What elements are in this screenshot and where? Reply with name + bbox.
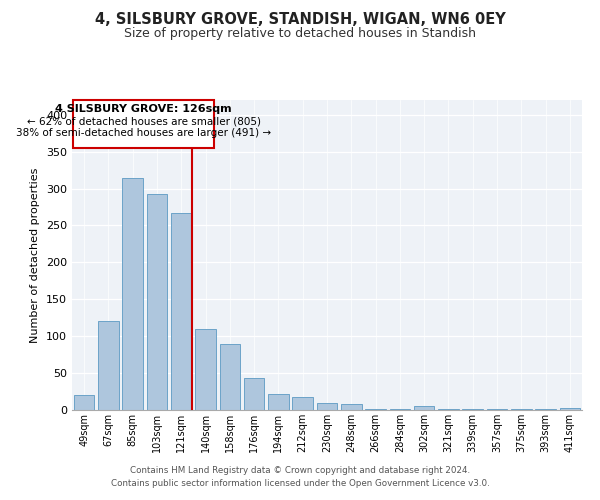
Bar <box>195 329 216 410</box>
FancyBboxPatch shape <box>73 100 214 148</box>
Bar <box>146 194 167 410</box>
Text: 38% of semi-detached houses are larger (491) →: 38% of semi-detached houses are larger (… <box>16 128 271 138</box>
Text: 4, SILSBURY GROVE, STANDISH, WIGAN, WN6 0EY: 4, SILSBURY GROVE, STANDISH, WIGAN, WN6 … <box>95 12 505 28</box>
Bar <box>244 378 265 410</box>
Bar <box>414 406 434 410</box>
Text: Contains HM Land Registry data © Crown copyright and database right 2024.
Contai: Contains HM Land Registry data © Crown c… <box>110 466 490 487</box>
Text: Size of property relative to detached houses in Standish: Size of property relative to detached ho… <box>124 28 476 40</box>
Bar <box>268 394 289 410</box>
Text: 4 SILSBURY GROVE: 126sqm: 4 SILSBURY GROVE: 126sqm <box>55 104 232 115</box>
Bar <box>220 344 240 410</box>
Bar <box>560 408 580 410</box>
Bar <box>74 395 94 410</box>
Bar <box>292 398 313 410</box>
Bar <box>171 213 191 410</box>
Text: ← 62% of detached houses are smaller (805): ← 62% of detached houses are smaller (80… <box>26 116 260 126</box>
Bar <box>317 402 337 410</box>
Bar <box>463 408 483 410</box>
Bar <box>122 178 143 410</box>
Bar <box>98 322 119 410</box>
Bar <box>341 404 362 410</box>
Y-axis label: Number of detached properties: Number of detached properties <box>31 168 40 342</box>
